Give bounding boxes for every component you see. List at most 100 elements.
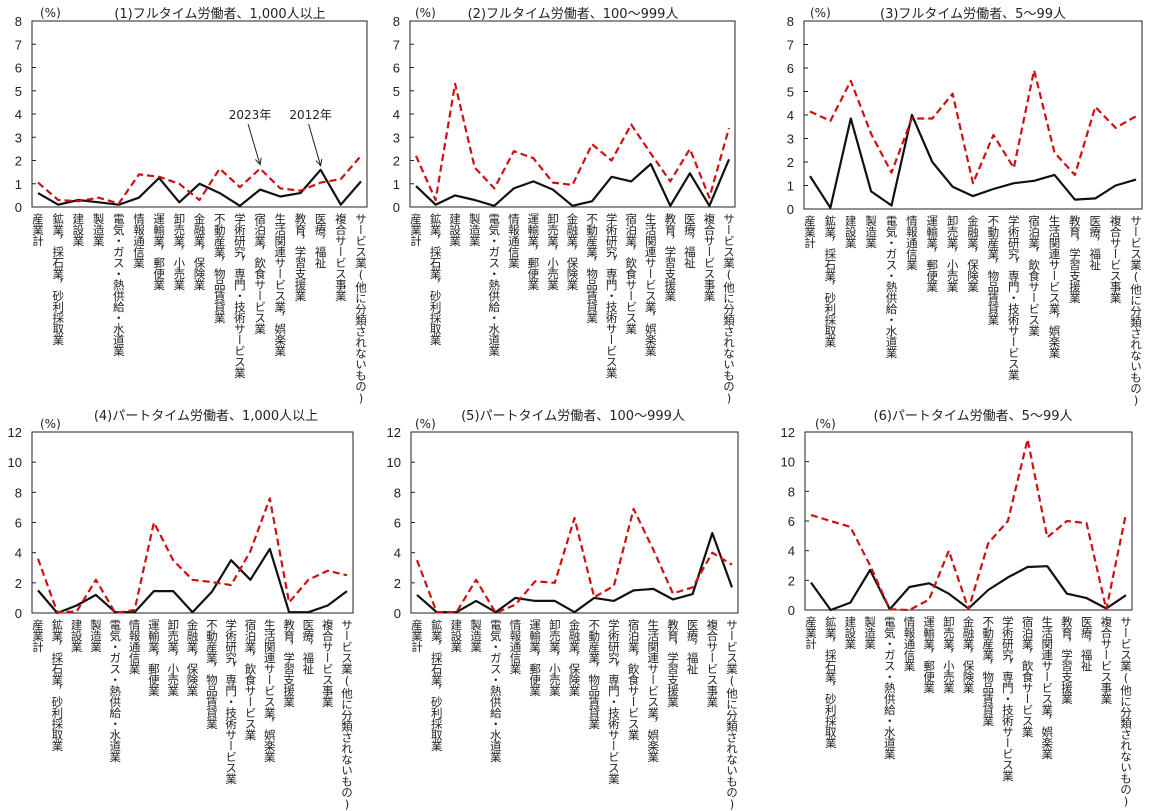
x-category-label: 宿泊業，飲食サービス業: [1027, 214, 1041, 336]
x-category-label: 情報通信業: [508, 619, 522, 674]
y-tick-label: 6: [787, 61, 794, 76]
y-tick-label: 2: [15, 154, 22, 169]
series-line-2023: [810, 438, 1128, 612]
x-category-label: 生活関連サービス業，娯楽業: [1040, 615, 1054, 759]
x-category-label: 産業計: [409, 212, 423, 247]
x-category-label: 教育，学習支援業: [1068, 214, 1082, 303]
chart-panel-5: (5)パートタイム労働者、100～999人 (%) 0 2 4 6 8 10 12 産業計 鉱業，採…: [387, 409, 739, 811]
x-category-label: 鉱業，採石業，砂利採取業: [430, 618, 444, 751]
y-tick-label: 7: [393, 37, 400, 52]
y-tick-label: 3: [15, 130, 22, 145]
x-category-label: 宿泊業，飲食サービス業: [253, 212, 267, 334]
chart-panel-2: (2)フルタイム労働者、100～999人 (%) 0 1 2 3 4 5 6 7 8 産業計 鉱業，採石…: [393, 6, 736, 405]
x-category-label: 宿泊業，飲食サービス業: [243, 618, 257, 740]
y-tick-label: 8: [393, 14, 400, 29]
x-category-label: 医療，福祉: [1088, 215, 1102, 271]
x-category-label: 製造業: [89, 618, 103, 652]
x-category-label: 教育，学習支援業: [663, 212, 677, 301]
x-category-label: 不動産業，物品賃貸業: [205, 619, 219, 729]
y-tick-label: 1: [15, 177, 22, 192]
y-tick-label: 7: [787, 38, 794, 53]
x-category-label: 宿泊業，飲食サービス業: [627, 618, 641, 740]
x-category-label: 不動産業，物品賃貸業: [587, 619, 601, 729]
x-category-label: 産業計: [803, 214, 817, 249]
x-category-label: 生活関連サービス業，娯楽業: [1048, 214, 1062, 358]
x-category-label: 運輸業，郵便業: [528, 619, 542, 696]
y-tick-label: 4: [393, 107, 400, 122]
plot-frame: [804, 431, 1133, 611]
y-tick-label: 4: [787, 108, 794, 123]
x-category-label: 建設業: [70, 618, 84, 652]
x-category-label: 情報通信業: [128, 619, 142, 674]
y-tick-label: 4: [15, 546, 22, 561]
chart-title: (3)フルタイム労働者、5～99人: [880, 7, 1066, 22]
x-category-label: サービス業(他に分類されないもの): [722, 213, 736, 405]
y-tick-label: 2: [15, 576, 22, 591]
annotation-arrowhead: [315, 158, 323, 167]
y-tick-label: 8: [787, 14, 794, 29]
x-category-label: サービス業(他に分類されないもの): [725, 619, 739, 811]
x-category-label: 複合サービス事業: [1099, 615, 1113, 704]
x-category-label: 電気・ガス・熱供給・水道業: [112, 213, 126, 356]
chart-panel-4: (4)パートタイム労働者、1,000人以上 (%) 0 2 4 6 8 10 12 産業計 鉱業，採…: [8, 409, 354, 811]
x-category-label: 卸売業，小売業: [548, 618, 562, 696]
x-category-label: 生活関連サービス業，娯楽業: [646, 618, 660, 762]
y-unit-label: (%): [40, 6, 61, 20]
y-tick-label: 5: [15, 84, 22, 99]
x-category-label: 不動産業，物品賃貸業: [986, 215, 1000, 325]
x-category-label: サービス業(他に分類されないもの): [1129, 215, 1143, 407]
y-tick-label: 8: [788, 484, 795, 499]
x-category-label: 教育，学習支援業: [282, 618, 296, 707]
x-category-label: 運輸業，郵便業: [526, 213, 540, 290]
x-category-label: 建設業: [71, 212, 85, 246]
y-unit-label: (%): [810, 6, 831, 20]
plot-frame: [410, 431, 739, 614]
y-tick-label: 3: [393, 130, 400, 145]
x-category-label: 金融業，保険業: [966, 214, 980, 292]
x-category-label: 生活関連サービス業，娯楽業: [263, 618, 277, 762]
chart-title: (6)パートタイム労働者、5～99人: [874, 409, 1073, 424]
y-tick-label: 3: [787, 132, 794, 147]
x-category-label: 製造業: [864, 214, 878, 248]
x-category-label: 鉱業，採石業，砂利採取業: [824, 615, 838, 748]
y-tick-label: 0: [787, 202, 794, 217]
series-line-2023: [415, 507, 733, 615]
x-category-label: 教育，学習支援業: [666, 618, 680, 707]
x-category-label: 複合サービス事業: [702, 212, 716, 301]
y-tick-label: 8: [15, 14, 22, 29]
x-category-label: 複合サービス事業: [321, 618, 335, 707]
y-unit-label: (%): [40, 417, 61, 431]
x-category-label: 複合サービス事業: [334, 212, 348, 301]
x-category-label: 運輸業，郵便業: [147, 619, 161, 696]
x-category-label: 運輸業，郵便業: [922, 616, 936, 693]
y-unit-label: (%): [415, 417, 436, 431]
x-category-label: 不動産業，物品賃貸業: [213, 213, 227, 323]
x-category-label: 運輸業，郵便業: [152, 213, 166, 290]
x-category-label: 生活関連サービス業，娯楽業: [644, 212, 658, 356]
chart-panel-1: (1)フルタイム労働者、1,000人以上 (%) 0 1 2 3 4 5 6 7 8 産業計 鉱業，採石…: [15, 6, 368, 405]
x-category-label: 宿泊業，飲食サービス業: [1021, 615, 1035, 737]
y-tick-label: 2: [394, 576, 401, 591]
x-category-label: 学術研究，専門・技術サービス業: [605, 212, 619, 378]
y-tick-label: 4: [788, 544, 795, 559]
x-category-label: 産業計: [804, 615, 818, 650]
y-tick-label: 0: [15, 606, 22, 621]
x-category-label: 宿泊業，飲食サービス業: [624, 212, 638, 334]
x-category-label: 卸売業，小売業: [546, 212, 560, 290]
x-category-label: 金融業，保険業: [962, 615, 976, 693]
x-category-label: 情報通信業: [507, 213, 521, 268]
chart-title: (1)フルタイム労働者、1,000人以上: [114, 7, 325, 22]
x-category-label: 教育，学習支援業: [1060, 615, 1074, 704]
x-category-label: サービス業(他に分類されないもの): [340, 619, 354, 811]
x-category-label: 医療，福祉: [1080, 616, 1094, 672]
chart-title: (4)パートタイム労働者、1,000人以上: [94, 409, 318, 424]
y-tick-label: 2: [393, 154, 400, 169]
x-category-label: 卸売業，小売業: [946, 214, 960, 292]
y-tick-label: 2: [787, 155, 794, 170]
y-unit-label: (%): [415, 6, 436, 20]
y-tick-label: 6: [394, 516, 401, 531]
x-category-label: 医療，福祉: [686, 619, 700, 675]
plot-frame: [31, 431, 354, 614]
y-tick-label: 1: [787, 179, 794, 194]
x-category-label: 金融業，保険業: [186, 618, 200, 696]
